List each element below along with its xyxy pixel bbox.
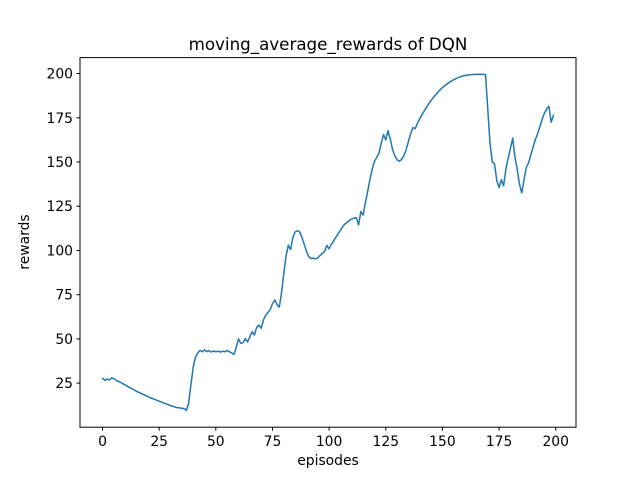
x-tick-label: 75 [264,434,282,450]
x-tick-label: 25 [150,434,168,450]
y-tick-label: 100 [46,244,73,260]
x-tick-label: 50 [207,434,225,450]
x-tick-label: 175 [486,434,513,450]
y-tick-label: 125 [46,199,73,215]
x-tick-label: 0 [98,434,107,450]
y-tick-label: 25 [55,376,73,392]
y-tick-label: 75 [55,288,73,304]
x-tick-label: 125 [373,434,400,450]
y-tick-label: 175 [46,111,73,127]
x-tick-label: 150 [429,434,456,450]
y-tick-label: 50 [55,332,73,348]
y-axis-label: rewards [17,214,33,269]
plot-area-border [79,57,577,428]
x-axis-ticks: 0 25 50 75 100 125 150 175 200 [98,427,569,450]
y-axis-ticks: 25 50 75 100 125 150 175 200 [46,67,80,392]
x-tick-label: 200 [542,434,569,450]
y-tick-label: 200 [46,67,73,83]
x-axis-label: episodes [297,453,359,469]
y-tick-label: 150 [46,155,73,171]
chart-title: moving_average_rewards of DQN [189,34,468,55]
reward-line [101,73,555,412]
x-tick-label: 100 [316,434,343,450]
